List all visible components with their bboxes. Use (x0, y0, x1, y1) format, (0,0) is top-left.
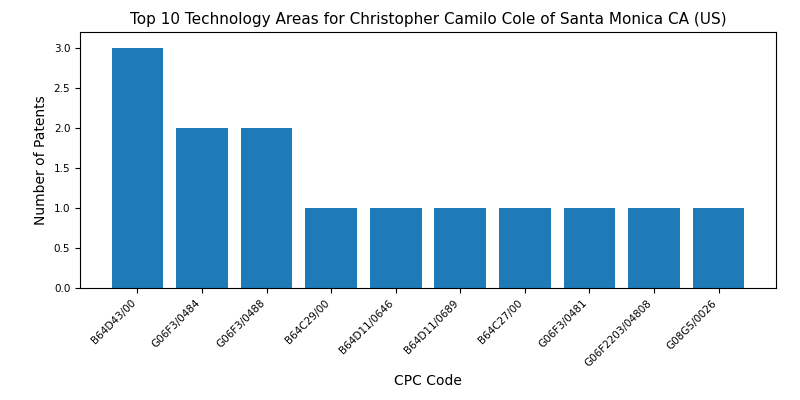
Bar (241, 128, 293, 288)
Bar (370, 208, 422, 288)
Bar (434, 208, 486, 288)
Bar (306, 208, 357, 288)
Bar (563, 208, 615, 288)
Bar (112, 48, 163, 288)
Bar (628, 208, 680, 288)
X-axis label: CPC Code: CPC Code (394, 374, 462, 388)
Bar (499, 208, 550, 288)
Title: Top 10 Technology Areas for Christopher Camilo Cole of Santa Monica CA (US): Top 10 Technology Areas for Christopher … (130, 12, 726, 27)
Bar (176, 128, 228, 288)
Bar (693, 208, 744, 288)
Y-axis label: Number of Patents: Number of Patents (34, 95, 48, 225)
